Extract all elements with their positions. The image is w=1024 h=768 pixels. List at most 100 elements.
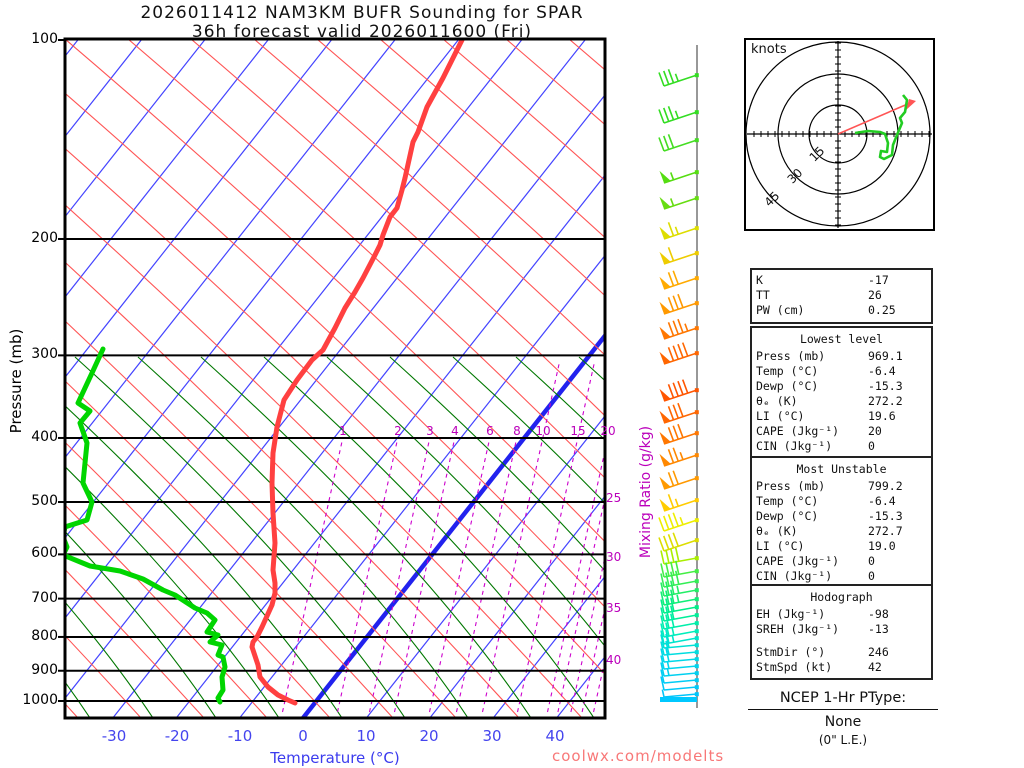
stat-value: -13 <box>868 622 889 636</box>
stat-row: LI (°C) 19.6 <box>756 409 927 424</box>
wind-barbs-group <box>658 69 699 698</box>
ptype-block: NCEP 1-Hr PType: None (0" L.E.) <box>748 690 938 747</box>
stat-row: θₑ (K) 272.7 <box>756 524 927 539</box>
wind-barb <box>660 597 699 614</box>
most-unstable-box-title: Most Unstable <box>796 462 887 476</box>
stat-value: 0 <box>868 554 875 568</box>
dry-adiabat-line <box>380 40 604 238</box>
stat-value: 0.25 <box>868 303 896 317</box>
moist-adiabat-line <box>326 356 604 646</box>
dry-adiabat-line <box>66 505 267 717</box>
stat-label: θₑ (K) <box>756 394 798 408</box>
mixing-ratio-label: 3 <box>426 424 434 438</box>
stat-label: Temp (°C) <box>756 364 819 378</box>
wind-barb <box>659 318 699 340</box>
temperature-trace <box>249 40 465 706</box>
moist-adiabat-line <box>263 356 594 717</box>
wind-barb <box>661 689 699 698</box>
stat-row: LI (°C) 19.0 <box>756 539 927 554</box>
isotherm-line <box>66 40 206 217</box>
stat-row: Press (mb) 799.2 <box>756 479 927 494</box>
dewpoint-trace <box>66 346 228 705</box>
wind-barb <box>660 570 699 588</box>
lowest-level-box-title: Lowest level <box>799 332 884 346</box>
stat-label: CIN (Jkg⁻¹) <box>756 569 833 583</box>
dry-adiabat-line <box>66 93 604 607</box>
wind-barb <box>660 560 699 578</box>
stat-label: K <box>756 273 763 287</box>
stat-value: -15.3 <box>868 509 903 523</box>
stat-value: 19.6 <box>868 409 896 423</box>
dry-adiabat-line <box>66 321 456 717</box>
stat-label: StmDir (°) <box>756 645 826 659</box>
mixing-ratio-line <box>455 436 518 713</box>
wind-barb <box>659 293 699 315</box>
wind-barb <box>660 547 699 565</box>
wind-barb <box>660 647 699 663</box>
mixing-ratio-label: 2 <box>394 424 402 438</box>
temperature-tick-label: 20 <box>419 727 439 745</box>
wind-barb <box>660 589 699 606</box>
isotherm-line <box>66 40 269 297</box>
moist-adiabat-line <box>389 356 604 571</box>
wind-barb <box>660 676 699 691</box>
wind-barb <box>659 196 699 210</box>
stat-row: K -17 <box>756 273 927 288</box>
temperature-tick-label: 0 <box>298 727 308 745</box>
stat-row: Dewp (°C) -15.3 <box>756 509 927 524</box>
stat-row: CIN (Jkg⁻¹) 0 <box>756 569 927 584</box>
wind-barb <box>659 247 699 265</box>
pressure-tick-label: 1000 <box>22 692 58 708</box>
stat-label: CAPE (Jkg⁻¹) <box>756 554 840 568</box>
isotherm-line <box>66 40 586 698</box>
stat-label: PW (cm) <box>756 303 805 317</box>
mixing-ratio-line <box>481 361 561 713</box>
pressure-tick-label: 600 <box>31 545 58 562</box>
wind-barb <box>660 580 699 597</box>
mixing-ratio-label: 1 <box>339 424 347 438</box>
stat-value: 246 <box>868 645 889 659</box>
indices-box: K -17 TT 26 PW (cm) 0.25 <box>750 268 933 324</box>
stat-row: θₑ (K) 272.2 <box>756 394 927 409</box>
isotherm-line <box>112 95 604 717</box>
mixing-ratio-label: 8 <box>513 424 521 438</box>
stat-value: -15.3 <box>868 379 903 393</box>
wind-barb <box>659 222 699 240</box>
moist-adiabat-line <box>66 602 153 717</box>
stat-value: 799.2 <box>868 479 903 493</box>
wind-barb <box>658 532 699 552</box>
isotherm-line <box>66 40 523 618</box>
pressure-axis-title: Pressure (mb) <box>7 328 25 434</box>
stat-row: PW (cm) 0.25 <box>756 303 927 318</box>
wind-barb <box>658 106 699 124</box>
dry-adiabat-line <box>66 204 582 717</box>
hodograph-units-label: knots <box>751 42 787 57</box>
wind-barb <box>658 69 699 87</box>
mixing-ratio-label: 4 <box>451 424 459 438</box>
mixing-ratio-label: 15 <box>570 424 586 438</box>
dry-adiabat-line <box>191 40 604 416</box>
isotherm-line <box>176 175 604 717</box>
moist-adiabat-line <box>74 356 405 717</box>
ptype-title: NCEP 1-Hr PType: <box>748 690 938 710</box>
isotherm-line <box>366 416 604 717</box>
moist-adiabat-line <box>200 356 531 717</box>
dry-adiabat-line <box>66 40 604 542</box>
stat-label: LI (°C) <box>756 539 805 553</box>
wind-barb <box>660 629 699 645</box>
wind-barb <box>659 342 699 365</box>
ptype-note: (0" L.E.) <box>818 733 868 747</box>
mixing-ratio-line <box>281 436 344 713</box>
stat-label: Dewp (°C) <box>756 509 819 523</box>
wind-barb <box>660 605 699 622</box>
stat-row: SREH (Jkg⁻¹) -13 <box>756 622 927 637</box>
pressure-tick-label: 800 <box>31 627 58 644</box>
mixing-ratio-line <box>557 499 604 713</box>
mixing-ratio-line <box>336 436 399 713</box>
pressure-tick-label: 500 <box>31 493 58 510</box>
mixing-ratio-label: 6 <box>486 424 494 438</box>
wind-barb <box>659 170 699 184</box>
dry-adiabat-line <box>317 40 604 296</box>
